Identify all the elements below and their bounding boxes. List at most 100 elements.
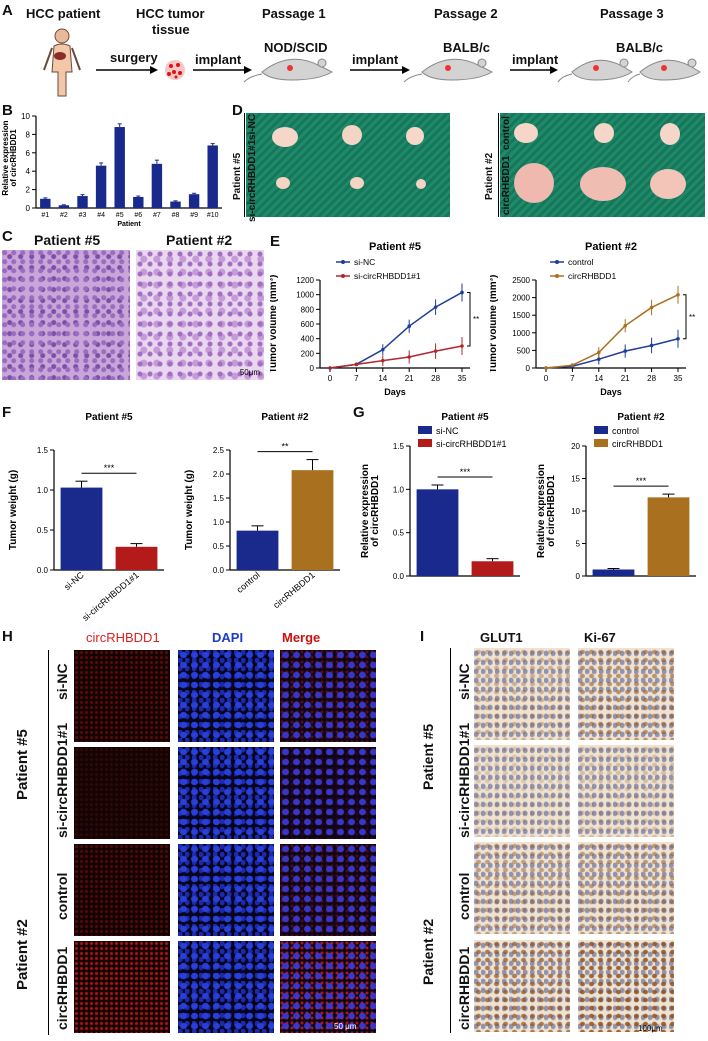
he-stain-patient5 — [2, 250, 130, 380]
bar — [114, 127, 125, 208]
legend-marker — [555, 274, 559, 278]
fluorescence-image — [74, 650, 170, 742]
x-tick-label: #6 — [134, 212, 142, 219]
ihc-image — [474, 745, 570, 837]
legend-swatch — [594, 426, 608, 434]
y-tick-label: 0 — [26, 204, 31, 213]
y-tick-label: 2 — [26, 186, 31, 195]
y-tick-label: 10 — [571, 507, 580, 516]
tumor-sample — [660, 123, 680, 145]
legend-label: si-circRHBDD1#1 — [354, 271, 421, 281]
significance-bracket — [467, 291, 471, 347]
fluorescence-image — [280, 844, 376, 936]
chart-g-patient2-expression: Patient #2 0 5 10 15 20 Relative expression of … — [536, 412, 696, 581]
hcc-tumor-label-1: HCC tumor — [136, 6, 205, 21]
y-tick-label: 0.5 — [393, 529, 405, 538]
x-tick-label: circRHBDD1 — [271, 570, 317, 610]
x-tick-label: 14 — [594, 374, 603, 383]
panel-label-d: D — [232, 102, 243, 119]
fluorescence-image — [74, 844, 170, 936]
mouse-icon — [403, 58, 494, 83]
data-point — [354, 362, 359, 367]
y-tick-label: 2000 — [512, 294, 530, 303]
x-tick-label: 28 — [647, 374, 656, 383]
y-tick-label: 0 — [526, 364, 531, 373]
h-patient5-label: Patient #5 — [14, 729, 31, 800]
y-tick-label: 400 — [301, 335, 315, 344]
fluorescence-image — [178, 844, 274, 936]
ihc-image — [474, 648, 570, 740]
chart-e-patient5-volume: Patient #5 0 200 400 600 800 1000 1200 Tumor vol… — [270, 241, 479, 397]
legend-swatch — [594, 439, 608, 447]
y-tick-label: 1200 — [296, 276, 314, 285]
bar — [60, 487, 103, 570]
y-axis-title: of circRHBDD1 — [9, 129, 18, 187]
mouse1-strain: NOD/SCID — [264, 40, 328, 55]
x-tick-label: 7 — [354, 374, 359, 383]
panel-label-f: F — [2, 404, 12, 421]
ihc-image — [578, 648, 674, 740]
y-tick-label: 1.0 — [393, 485, 405, 494]
bar — [188, 194, 200, 208]
significance-label: *** — [636, 476, 647, 486]
y-tick-label: 500 — [517, 346, 531, 355]
x-axis-title: Days — [600, 387, 622, 397]
bar — [416, 489, 459, 576]
x-tick-label: 35 — [674, 374, 683, 383]
data-point — [570, 363, 575, 367]
hcc-tumor-label-2: tissue — [152, 22, 190, 37]
chart-f-patient5-weight: Patient #5 0.0 0.5 1.0 1.5 Tumor weight (g) si… — [8, 412, 164, 623]
x-tick-label: #9 — [190, 212, 198, 219]
y-tick-label: 1.5 — [37, 446, 49, 455]
c-patient5-title: Patient #5 — [34, 232, 101, 248]
legend-marker — [555, 260, 559, 264]
legend-label: circRHBDD1 — [568, 271, 616, 281]
y-tick-label: 2500 — [512, 276, 530, 285]
legend-label: control — [612, 426, 639, 436]
chart-title: Patient #5 — [441, 412, 489, 423]
y-tick-label: 2.0 — [213, 470, 225, 479]
y-tick-label: 1.0 — [213, 518, 225, 527]
h-col-merge: Merge — [282, 630, 321, 645]
tumor-sample — [350, 177, 364, 189]
i-row-sinc: si-NC — [456, 663, 472, 700]
y-tick-label: 6 — [26, 149, 31, 158]
series-line — [329, 345, 463, 369]
d-circ-label: circRHBDD1 — [501, 155, 512, 215]
panel-label-a: A — [2, 2, 13, 19]
significance-label: *** — [104, 463, 115, 473]
tumor-sample — [406, 127, 424, 145]
x-axis-title: Days — [384, 387, 406, 397]
d-patient2-label: Patient #2 — [484, 152, 495, 200]
legend-marker — [341, 274, 345, 278]
x-axis-title: Patient — [117, 221, 141, 228]
x-tick-label: 7 — [570, 374, 575, 383]
y-tick-label: 1000 — [512, 329, 530, 338]
x-tick-label: 35 — [458, 374, 467, 383]
fluorescence-image — [280, 747, 376, 839]
y-axis-title: Relative expression — [1, 120, 10, 195]
bar — [77, 196, 88, 208]
chart-g-patient5-expression: Patient #5 0.0 0.5 1.0 1.5 Relative expressio… — [360, 412, 520, 581]
tumor-photo-patient2 — [500, 113, 705, 217]
d-sicirc-label: si-circRHBDD1#1 — [247, 139, 258, 222]
y-tick-label: 4 — [26, 167, 31, 176]
y-axis-title: Tumor weight (g) — [184, 470, 195, 550]
bar — [115, 546, 158, 570]
h-row-control: control — [54, 872, 70, 920]
y-tick-label: 0.5 — [213, 542, 225, 551]
legend-swatch — [418, 439, 432, 447]
data-point — [544, 366, 548, 370]
chart-title: Patient #5 — [369, 241, 421, 253]
tumor-sample — [276, 177, 290, 189]
y-tick-label: 200 — [301, 349, 315, 358]
bar — [58, 205, 70, 208]
i-row-sicirc: si-circRHBDD1#1 — [456, 722, 472, 838]
x-tick-label: #2 — [60, 212, 68, 219]
fluorescence-image — [280, 650, 376, 742]
panel-label-e: E — [270, 233, 281, 250]
series-line — [329, 291, 463, 369]
tumor-tissue-icon — [165, 60, 185, 80]
tumor-sample — [342, 125, 362, 145]
x-tick-label: 14 — [378, 374, 387, 383]
